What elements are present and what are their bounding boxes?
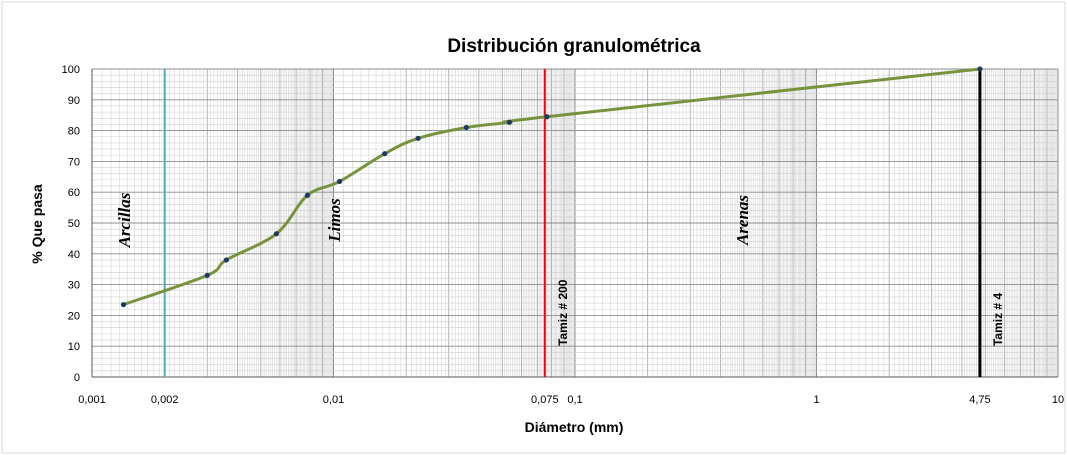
y-tick-label: 50 xyxy=(68,218,80,230)
x-tick-label: 1 xyxy=(813,394,819,406)
data-point xyxy=(204,272,210,278)
data-point xyxy=(273,231,279,237)
y-tick-label: 100 xyxy=(62,64,80,76)
x-tick-label: 0,1 xyxy=(567,394,582,406)
data-point xyxy=(506,119,512,125)
y-axis-title: % Que pasa xyxy=(29,184,45,264)
x-axis-title: Diámetro (mm) xyxy=(525,419,624,435)
data-point xyxy=(382,151,388,157)
zone-label: Arcillas xyxy=(115,192,134,248)
x-tick-label: 0,01 xyxy=(323,394,344,406)
zone-label: Limos xyxy=(325,198,344,243)
x-tick-labels: 0,001 0,002 0,01 0,075 0,1 1 4,75 10 xyxy=(78,394,1064,406)
sieve-label: Tamiz # 200 xyxy=(556,279,570,346)
y-tick-label: 20 xyxy=(68,310,80,322)
y-tick-labels: 0 10 20 30 40 50 60 70 80 90 100 xyxy=(62,64,80,384)
x-tick-label: 0,002 xyxy=(151,394,179,406)
y-tick-label: 80 xyxy=(68,126,80,138)
y-tick-label: 40 xyxy=(68,249,80,261)
data-point xyxy=(337,178,343,185)
y-tick-label: 90 xyxy=(68,95,80,107)
zone-labels: Arcillas Limos Arenas xyxy=(115,192,752,248)
y-tick-label: 0 xyxy=(74,372,80,384)
y-tick-label: 70 xyxy=(68,156,80,168)
data-point xyxy=(304,192,311,198)
gridlines xyxy=(91,68,1059,378)
x-tick-label: 10 xyxy=(1052,394,1064,406)
series-group xyxy=(120,66,983,308)
chart-title: Distribución granulométrica xyxy=(447,36,701,57)
y-tick-label: 10 xyxy=(68,341,80,353)
data-point xyxy=(463,124,469,131)
x-tick-label: 0,001 xyxy=(78,394,106,406)
y-tick-label: 30 xyxy=(68,280,80,292)
x-tick-label: 4,75 xyxy=(969,394,990,406)
y-tick-label: 60 xyxy=(68,187,80,199)
zone-label: Arenas xyxy=(733,195,752,246)
data-point xyxy=(415,135,421,141)
data-point xyxy=(223,257,229,263)
data-point xyxy=(544,114,550,120)
sieve-lines: Tamiz # 200 Tamiz # 4 xyxy=(163,69,1005,377)
data-point xyxy=(120,302,127,308)
sieve-label: Tamiz # 4 xyxy=(991,293,1005,346)
x-tick-label: 0,075 xyxy=(531,394,559,406)
data-point xyxy=(977,66,983,72)
